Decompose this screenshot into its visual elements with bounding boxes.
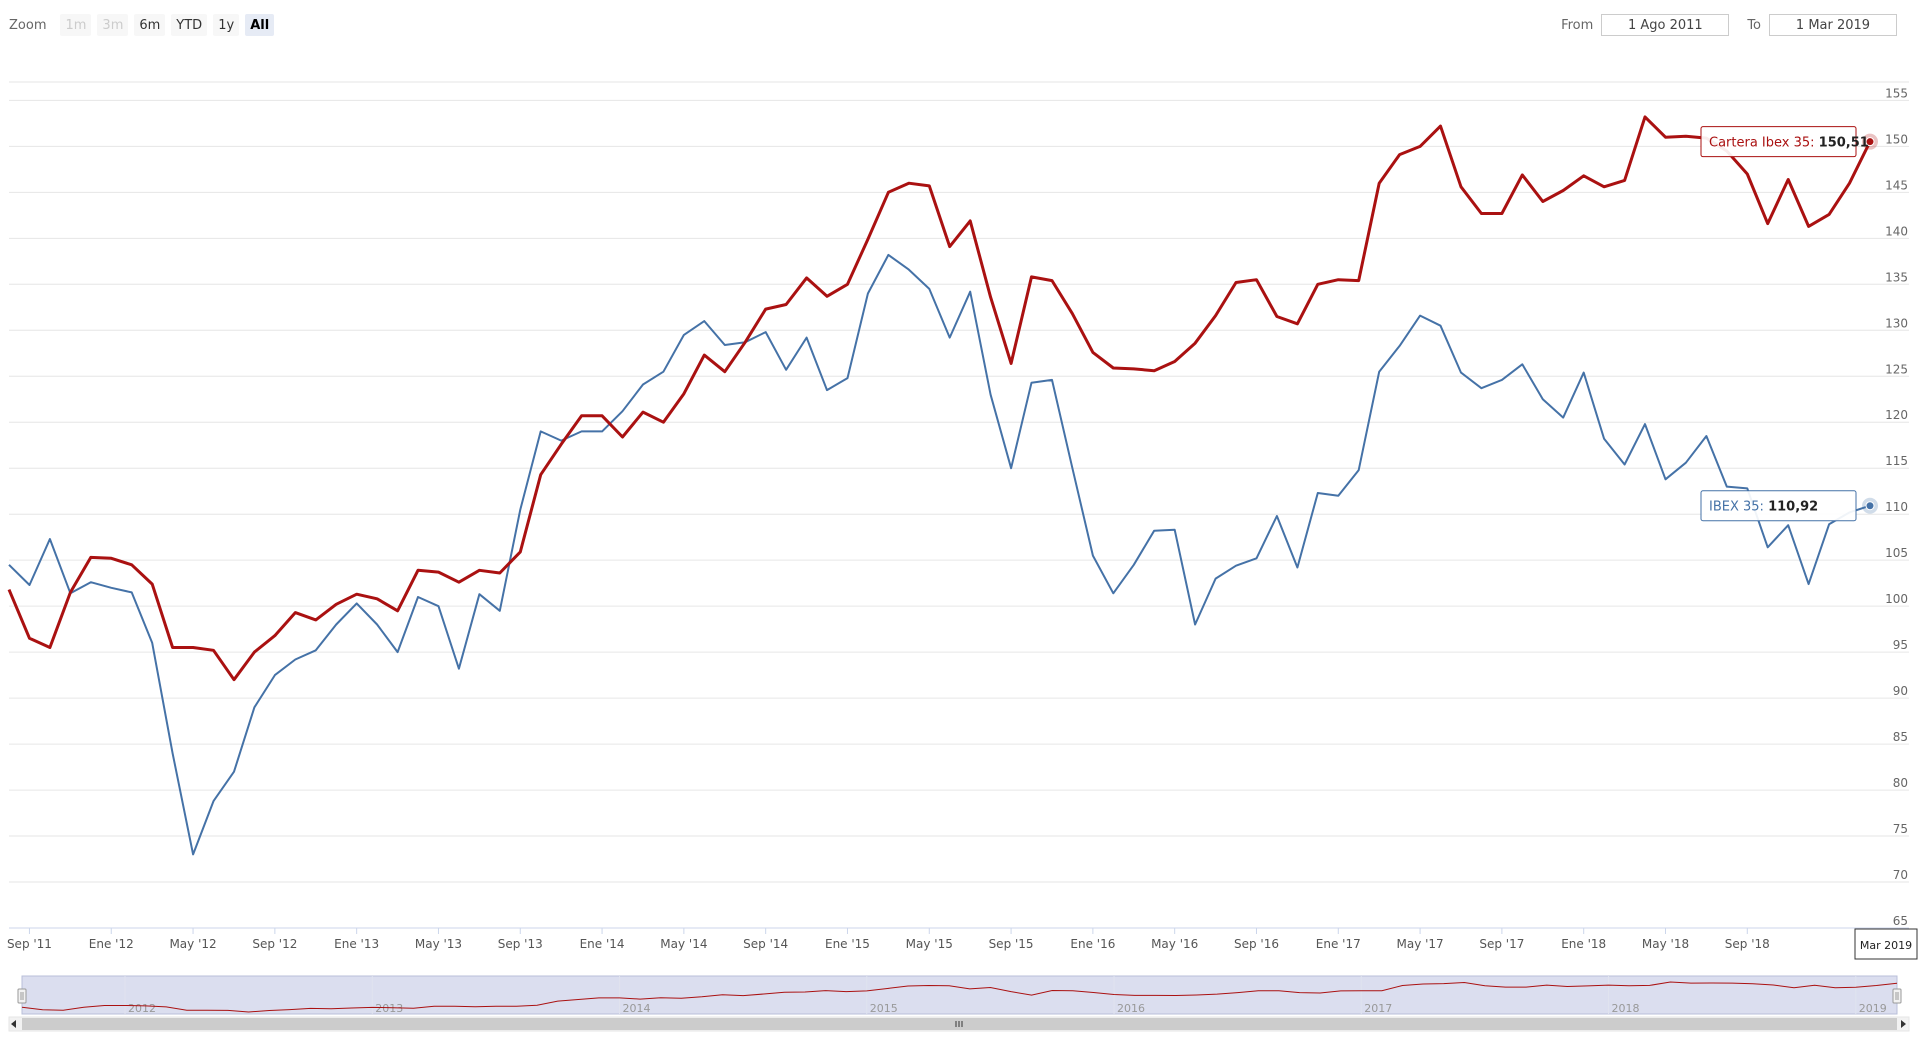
scroll-left-arrow-icon[interactable] [11, 1020, 16, 1028]
crosshair-date-label: Mar 2019 [1854, 928, 1918, 960]
y-tick-label: 155 [1885, 86, 1908, 100]
tooltips: Cartera Ibex 35: 150,51 IBEX 35: 110,92 [1700, 126, 1878, 522]
x-tick-label: May '18 [1642, 937, 1689, 951]
navigator-left-handle[interactable] [17, 988, 27, 1004]
x-axis-tick-labels: Sep '11 Ene '12 May '12 Sep '12 Ene '13 May '… [7, 928, 1770, 951]
x-tick-label: Sep '18 [1725, 937, 1770, 951]
y-tick-label: 150 [1885, 132, 1908, 146]
point-marker [1865, 501, 1875, 511]
point-marker [1865, 137, 1875, 147]
y-tick-label: 110 [1885, 500, 1908, 514]
navigator-year-label: 2012 [128, 1002, 156, 1015]
navigator[interactable]: 2012 2013 2014 2015 2016 2017 2018 2019 [8, 975, 1910, 1032]
zoom-label: Zoom [9, 17, 47, 33]
navigator-selected-range [21, 975, 1898, 1015]
crosshair-label-box [1854, 928, 1918, 960]
y-tick-label: 95 [1893, 638, 1908, 652]
x-tick-label: Sep '17 [1479, 937, 1524, 951]
x-tick-label: May '13 [415, 937, 462, 951]
x-tick-label: Sep '12 [252, 937, 297, 951]
series-lines [7, 115, 1872, 856]
y-tick-label: 140 [1885, 224, 1908, 238]
x-tick-label: Ene '12 [89, 937, 134, 951]
x-tick-label: Sep '16 [1234, 937, 1279, 951]
y-tick-label: 135 [1885, 270, 1908, 284]
x-tick-label: May '14 [660, 937, 707, 951]
date-range-inputs: From To [1561, 14, 1897, 36]
navigator-year-label: 2013 [375, 1002, 403, 1015]
y-axis-tick-labels: 65 70 75 80 85 90 95 100 105 110 115 120 125 130 135 14… [1885, 86, 1908, 928]
tooltip-series-label: IBEX 35: [1709, 500, 1768, 515]
navigator-year-label: 2014 [623, 1002, 651, 1015]
scroll-right-arrow-icon[interactable] [1901, 1020, 1906, 1028]
x-tick-label: Ene '14 [580, 937, 625, 951]
grid-lines [9, 81, 1909, 929]
x-tick-label: Sep '14 [743, 937, 788, 951]
navigator-year-label: 2017 [1364, 1002, 1392, 1015]
y-tick-label: 80 [1893, 776, 1908, 790]
zoom-button-6m[interactable]: 6m [134, 14, 166, 36]
navigator-year-label: 2019 [1859, 1002, 1887, 1015]
x-tick-label: Ene '15 [825, 937, 870, 951]
y-tick-label: 145 [1885, 178, 1908, 192]
y-tick-label: 120 [1885, 408, 1908, 422]
x-tick-label: Sep '15 [989, 937, 1034, 951]
zoom-button-1y[interactable]: 1y [213, 14, 240, 36]
zoom-button-ytd[interactable]: YTD [171, 14, 208, 36]
y-tick-label: 85 [1893, 730, 1908, 744]
to-label: To [1747, 17, 1761, 33]
navigator-right-handle[interactable] [1892, 988, 1902, 1004]
tooltip-series-label: Cartera Ibex 35: [1709, 136, 1819, 151]
y-tick-label: 70 [1893, 868, 1908, 882]
y-tick-label: 65 [1893, 914, 1908, 928]
tooltip-text: IBEX 35: 110,92 [1709, 500, 1818, 515]
navigator-year-label: 2015 [870, 1002, 898, 1015]
series-line-cartera-ibex-35 [7, 115, 1872, 682]
crosshair-label-text: Mar 2019 [1860, 939, 1912, 952]
navigator-year-label: 2018 [1612, 1002, 1640, 1015]
y-tick-label: 75 [1893, 822, 1908, 836]
x-tick-label: May '17 [1396, 937, 1443, 951]
x-tick-label: Ene '18 [1561, 937, 1606, 951]
tooltip-text: Cartera Ibex 35: 150,51 [1709, 136, 1869, 151]
tooltip-value: 110,92 [1768, 500, 1818, 515]
zoom-button-1m[interactable]: 1m [60, 14, 92, 36]
x-tick-label: May '16 [1151, 937, 1198, 951]
navigator-series-line [21, 981, 1898, 1013]
x-tick-label: Ene '13 [334, 937, 379, 951]
series-line-ibex-35 [8, 253, 1871, 856]
from-label: From [1561, 17, 1594, 33]
from-date-input[interactable] [1601, 14, 1730, 36]
x-tick-label: Ene '17 [1316, 937, 1361, 951]
zoom-button-all[interactable]: All [245, 14, 275, 36]
y-tick-label: 105 [1885, 546, 1908, 560]
to-date-input[interactable] [1769, 14, 1897, 36]
tooltip-box [1700, 490, 1857, 522]
range-selector-zoom: Zoom 1m 3m 6m YTD 1y All [9, 14, 275, 36]
navigator-year-label: 2016 [1117, 1002, 1145, 1015]
y-tick-label: 130 [1885, 316, 1908, 330]
y-tick-label: 90 [1893, 684, 1908, 698]
zoom-button-3m[interactable]: 3m [97, 14, 129, 36]
y-tick-label: 100 [1885, 592, 1908, 606]
x-tick-label: Ene '16 [1070, 937, 1115, 951]
tooltip-box [1700, 126, 1857, 158]
tooltip-value: 150,51 [1819, 136, 1869, 151]
x-tick-label: Sep '11 [7, 937, 52, 951]
y-tick-label: 125 [1885, 362, 1908, 376]
x-tick-label: May '12 [169, 937, 216, 951]
x-tick-label: May '15 [906, 937, 953, 951]
x-tick-label: Sep '13 [498, 937, 543, 951]
y-tick-label: 115 [1885, 454, 1908, 468]
